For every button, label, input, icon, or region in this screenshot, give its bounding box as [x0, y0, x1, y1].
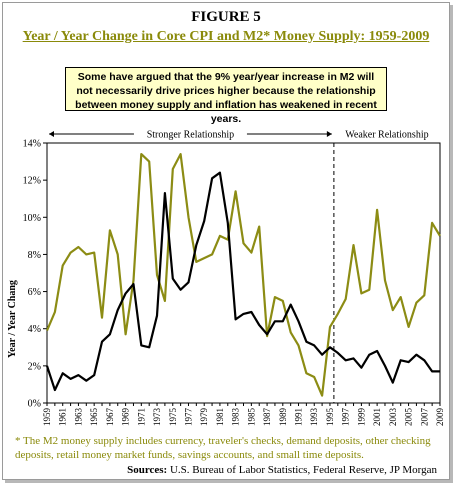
- x-tick-label: 1963: [73, 408, 83, 427]
- figure-label: FIGURE 5: [191, 9, 261, 25]
- x-tick-label: 1975: [168, 408, 178, 427]
- x-tick-label: 2005: [404, 408, 414, 427]
- figure-frame: FIGURE 5 Year / Year Change in Core CPI …: [2, 2, 450, 480]
- x-tick-label: 2007: [419, 408, 429, 427]
- x-tick-label: 1983: [231, 408, 241, 427]
- x-tick-label: 1969: [121, 408, 131, 427]
- x-tick-label: 1961: [58, 408, 68, 426]
- annotations: Stronger Relationship Weaker Relationship: [49, 128, 439, 403]
- x-tick-label: 1995: [325, 408, 335, 427]
- x-tick-label: 1993: [309, 408, 319, 427]
- y-tick-label: 0%: [28, 399, 41, 410]
- series-line-m2: [45, 152, 441, 397]
- x-tick-label: 1981: [215, 408, 225, 426]
- x-tick-label: 1997: [341, 408, 351, 427]
- footnote: * The M2 money supply includes currency,…: [15, 435, 431, 461]
- x-tick-label: 1965: [89, 408, 99, 427]
- chart: Year / Year Chang Stronger Relationship W…: [7, 128, 445, 427]
- x-tick-label: 1971: [136, 408, 146, 426]
- axes: 0% 2% 4% 6% 8% 10% 12% 14% 1959 1961 1963 1965 1967 1…: [23, 139, 445, 427]
- x-tick-label: 2003: [388, 408, 398, 427]
- series-lines: [45, 152, 441, 397]
- y-tick-label: 14%: [23, 139, 41, 150]
- x-tick-label: 1967: [105, 408, 115, 427]
- y-tick-label: 6%: [28, 287, 41, 298]
- x-tick-label: 1977: [183, 408, 193, 427]
- y-tick-label: 2%: [28, 361, 41, 372]
- x-tick-label: 1985: [246, 408, 256, 427]
- sources: Sources: U.S. Bureau of Labor Statistics…: [127, 464, 437, 476]
- y-tick-label: 10%: [23, 213, 41, 224]
- x-tick-label: 1973: [152, 408, 162, 427]
- y-tick-label: 12%: [23, 176, 41, 187]
- annotation-label: Weaker Relationship: [345, 130, 428, 141]
- annotation-arrowhead-left: [49, 131, 54, 137]
- sources-label: Sources:: [127, 464, 168, 476]
- x-tick-label: 1987: [262, 408, 272, 427]
- annotation-arrowhead-right: [326, 131, 332, 137]
- annotation-label-bg: [133, 128, 247, 140]
- x-tick-label: 2001: [372, 408, 382, 426]
- y-tick-label: 4%: [28, 324, 41, 335]
- series-line-core-cpi: [45, 171, 440, 392]
- sources-text: U.S. Bureau of Labor Statistics, Federal…: [169, 464, 437, 476]
- chart-title: Year / Year Change in Core CPI and M2* M…: [22, 29, 430, 44]
- x-tick-label: 1991: [294, 408, 304, 426]
- y-tick-label: 8%: [28, 250, 41, 261]
- x-tick-label: 1959: [42, 408, 52, 427]
- x-tick-label: 1999: [356, 408, 366, 427]
- x-tick-label: 1979: [199, 408, 209, 427]
- x-tick-label: 1989: [278, 408, 288, 427]
- annotation-label-bg: [335, 128, 439, 140]
- y-axis-label: Year / Year Chang: [7, 280, 18, 358]
- callout-box: Some have argued that the 9% year/year i…: [65, 67, 387, 125]
- annotation-label: Stronger Relationship: [147, 130, 235, 141]
- x-tick-label: 2009: [435, 408, 445, 427]
